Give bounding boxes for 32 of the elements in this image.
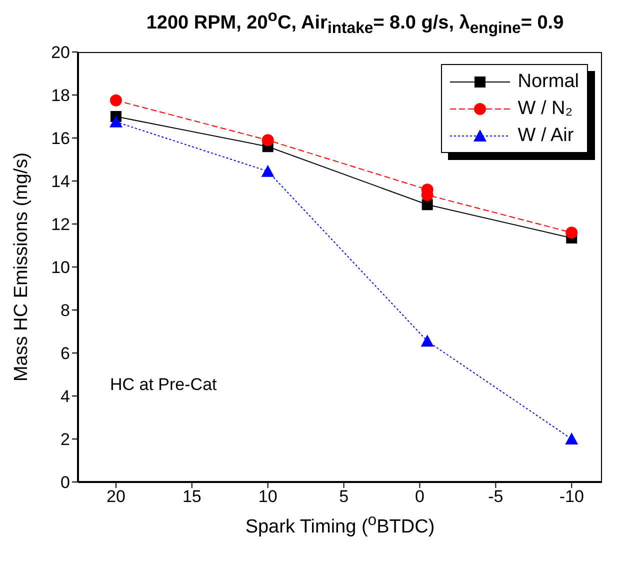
x-tick-label: 5 bbox=[339, 487, 349, 506]
y-tick-label: 16 bbox=[51, 129, 70, 148]
legend-label: Normal bbox=[518, 70, 579, 92]
y-tick-label: 2 bbox=[60, 430, 70, 450]
y-tick-label: 18 bbox=[51, 86, 70, 106]
legend-label: W / Air bbox=[518, 124, 574, 146]
y-tick-label: 10 bbox=[51, 258, 70, 278]
x-tick-label: 10 bbox=[258, 487, 278, 506]
point bbox=[420, 334, 434, 347]
y-tick-label: 8 bbox=[60, 301, 70, 320]
x-tick-label: -10 bbox=[559, 487, 584, 506]
y-tick-label: 0 bbox=[60, 473, 70, 492]
x-tick-label: 15 bbox=[182, 487, 202, 506]
y-axis-title: Mass HC Emissions (mg/s) bbox=[11, 152, 33, 382]
point bbox=[566, 226, 578, 239]
y-tick-label: 20 bbox=[51, 43, 70, 62]
legend-label: W / N₂ bbox=[518, 98, 573, 120]
x-tick-label: 0 bbox=[415, 487, 424, 506]
annotation: HC at Pre-Cat bbox=[110, 374, 217, 394]
y-tick-label: 12 bbox=[51, 215, 70, 234]
y-tick-label: 4 bbox=[60, 387, 70, 406]
chart-title: 1200 RPM, 20$^{o}$C, Air$_{intake}$= 8.0 g/s, λ$_{engine}$= 0.9 bbox=[145, 8, 565, 40]
point bbox=[261, 164, 274, 177]
y-tick-label: 14 bbox=[51, 172, 70, 192]
point bbox=[110, 94, 122, 106]
x-tick-label: 20 bbox=[106, 487, 126, 506]
point bbox=[565, 432, 578, 444]
x-tick-label: -5 bbox=[488, 487, 504, 506]
point bbox=[262, 134, 274, 146]
point bbox=[109, 115, 122, 128]
y-tick-label: 6 bbox=[60, 344, 70, 364]
x-axis-title: Spark Timing ($^{o}$BTDC) bbox=[244, 512, 436, 538]
